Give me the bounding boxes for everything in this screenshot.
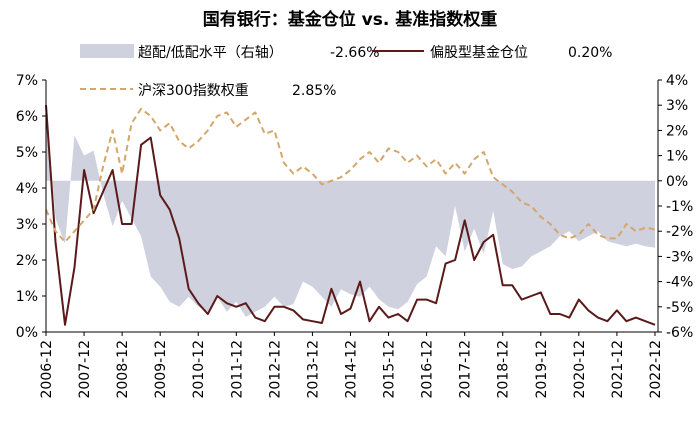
legend-value-index: 2.85% xyxy=(292,83,336,99)
x-tick-label: 2020-12 xyxy=(572,340,588,399)
chart-title: 国有银行：基金仓位 vs. 基准指数权重 xyxy=(203,9,498,30)
y-right-tick-label: -5% xyxy=(666,300,693,316)
legend-label-fund: 偏股型基金仓位 xyxy=(430,44,528,61)
x-tick-label: 2007-12 xyxy=(77,340,93,399)
y-right-tick-label: -3% xyxy=(666,249,693,265)
legend-value-overweight: -2.66% xyxy=(330,45,380,61)
y-right-tick-label: -6% xyxy=(666,325,693,341)
y-left-tick-label: 7% xyxy=(16,73,38,89)
y-left-tick-label: 6% xyxy=(16,109,38,125)
legend-swatch-overweight xyxy=(80,44,134,58)
y-left-tick-label: 5% xyxy=(16,145,38,161)
y-left-tick-label: 1% xyxy=(16,289,38,305)
series-line-index-weight xyxy=(45,107,656,243)
y-right-tick-label: 2% xyxy=(666,123,688,139)
x-tick-label: 2012-12 xyxy=(267,340,283,399)
legend-label-overweight: 超配/低配水平（右轴） xyxy=(138,45,283,61)
plot-area xyxy=(45,105,656,326)
x-tick-label: 2011-12 xyxy=(229,340,245,399)
x-tick-label: 2014-12 xyxy=(343,340,359,399)
y-left-tick-label: 3% xyxy=(16,217,38,233)
x-tick-label: 2013-12 xyxy=(305,340,321,399)
y-right-tick-label: -2% xyxy=(666,224,693,240)
legend-value-fund: 0.20% xyxy=(568,45,612,61)
y-right-tick-label: -1% xyxy=(666,199,693,215)
y-right-tick-label: 3% xyxy=(666,98,688,114)
legend-label-index: 沪深300指数权重 xyxy=(138,83,249,99)
y-right-tick-label: 1% xyxy=(666,149,688,165)
x-tick-label: 2010-12 xyxy=(191,340,207,399)
series-area-overweight xyxy=(46,105,655,317)
axes: 0% 1% 2% 3% 4% 5% 6% 7% 4% 3% 2% 1% 0% -1% -2% -3% -4% -5… xyxy=(16,73,693,399)
x-tick-label: 2006-12 xyxy=(39,340,55,399)
x-tick-label: 2016-12 xyxy=(420,340,436,399)
y-left-tick-label: 4% xyxy=(16,181,38,197)
legend: 超配/低配水平（右轴） -2.66% 偏股型基金仓位 0.20% 沪深300指数… xyxy=(80,44,612,99)
x-tick-label: 2009-12 xyxy=(153,340,169,399)
y-right-tick-label: 4% xyxy=(666,73,688,89)
x-tick-label: 2018-12 xyxy=(496,340,512,399)
y-right-tick-label: -4% xyxy=(666,275,693,291)
series-line-fund-position xyxy=(45,105,656,326)
x-tick-label: 2022-12 xyxy=(648,340,664,399)
x-tick-label: 2017-12 xyxy=(458,340,474,399)
x-tick-label: 2008-12 xyxy=(115,340,131,399)
x-tick-label: 2015-12 xyxy=(382,340,398,399)
y-right-tick-label: 0% xyxy=(666,174,688,190)
y-left-tick-label: 0% xyxy=(16,325,38,341)
y-left-tick-label: 2% xyxy=(16,253,38,269)
x-tick-label: 2021-12 xyxy=(610,340,626,399)
x-tick-label: 2019-12 xyxy=(534,340,550,399)
